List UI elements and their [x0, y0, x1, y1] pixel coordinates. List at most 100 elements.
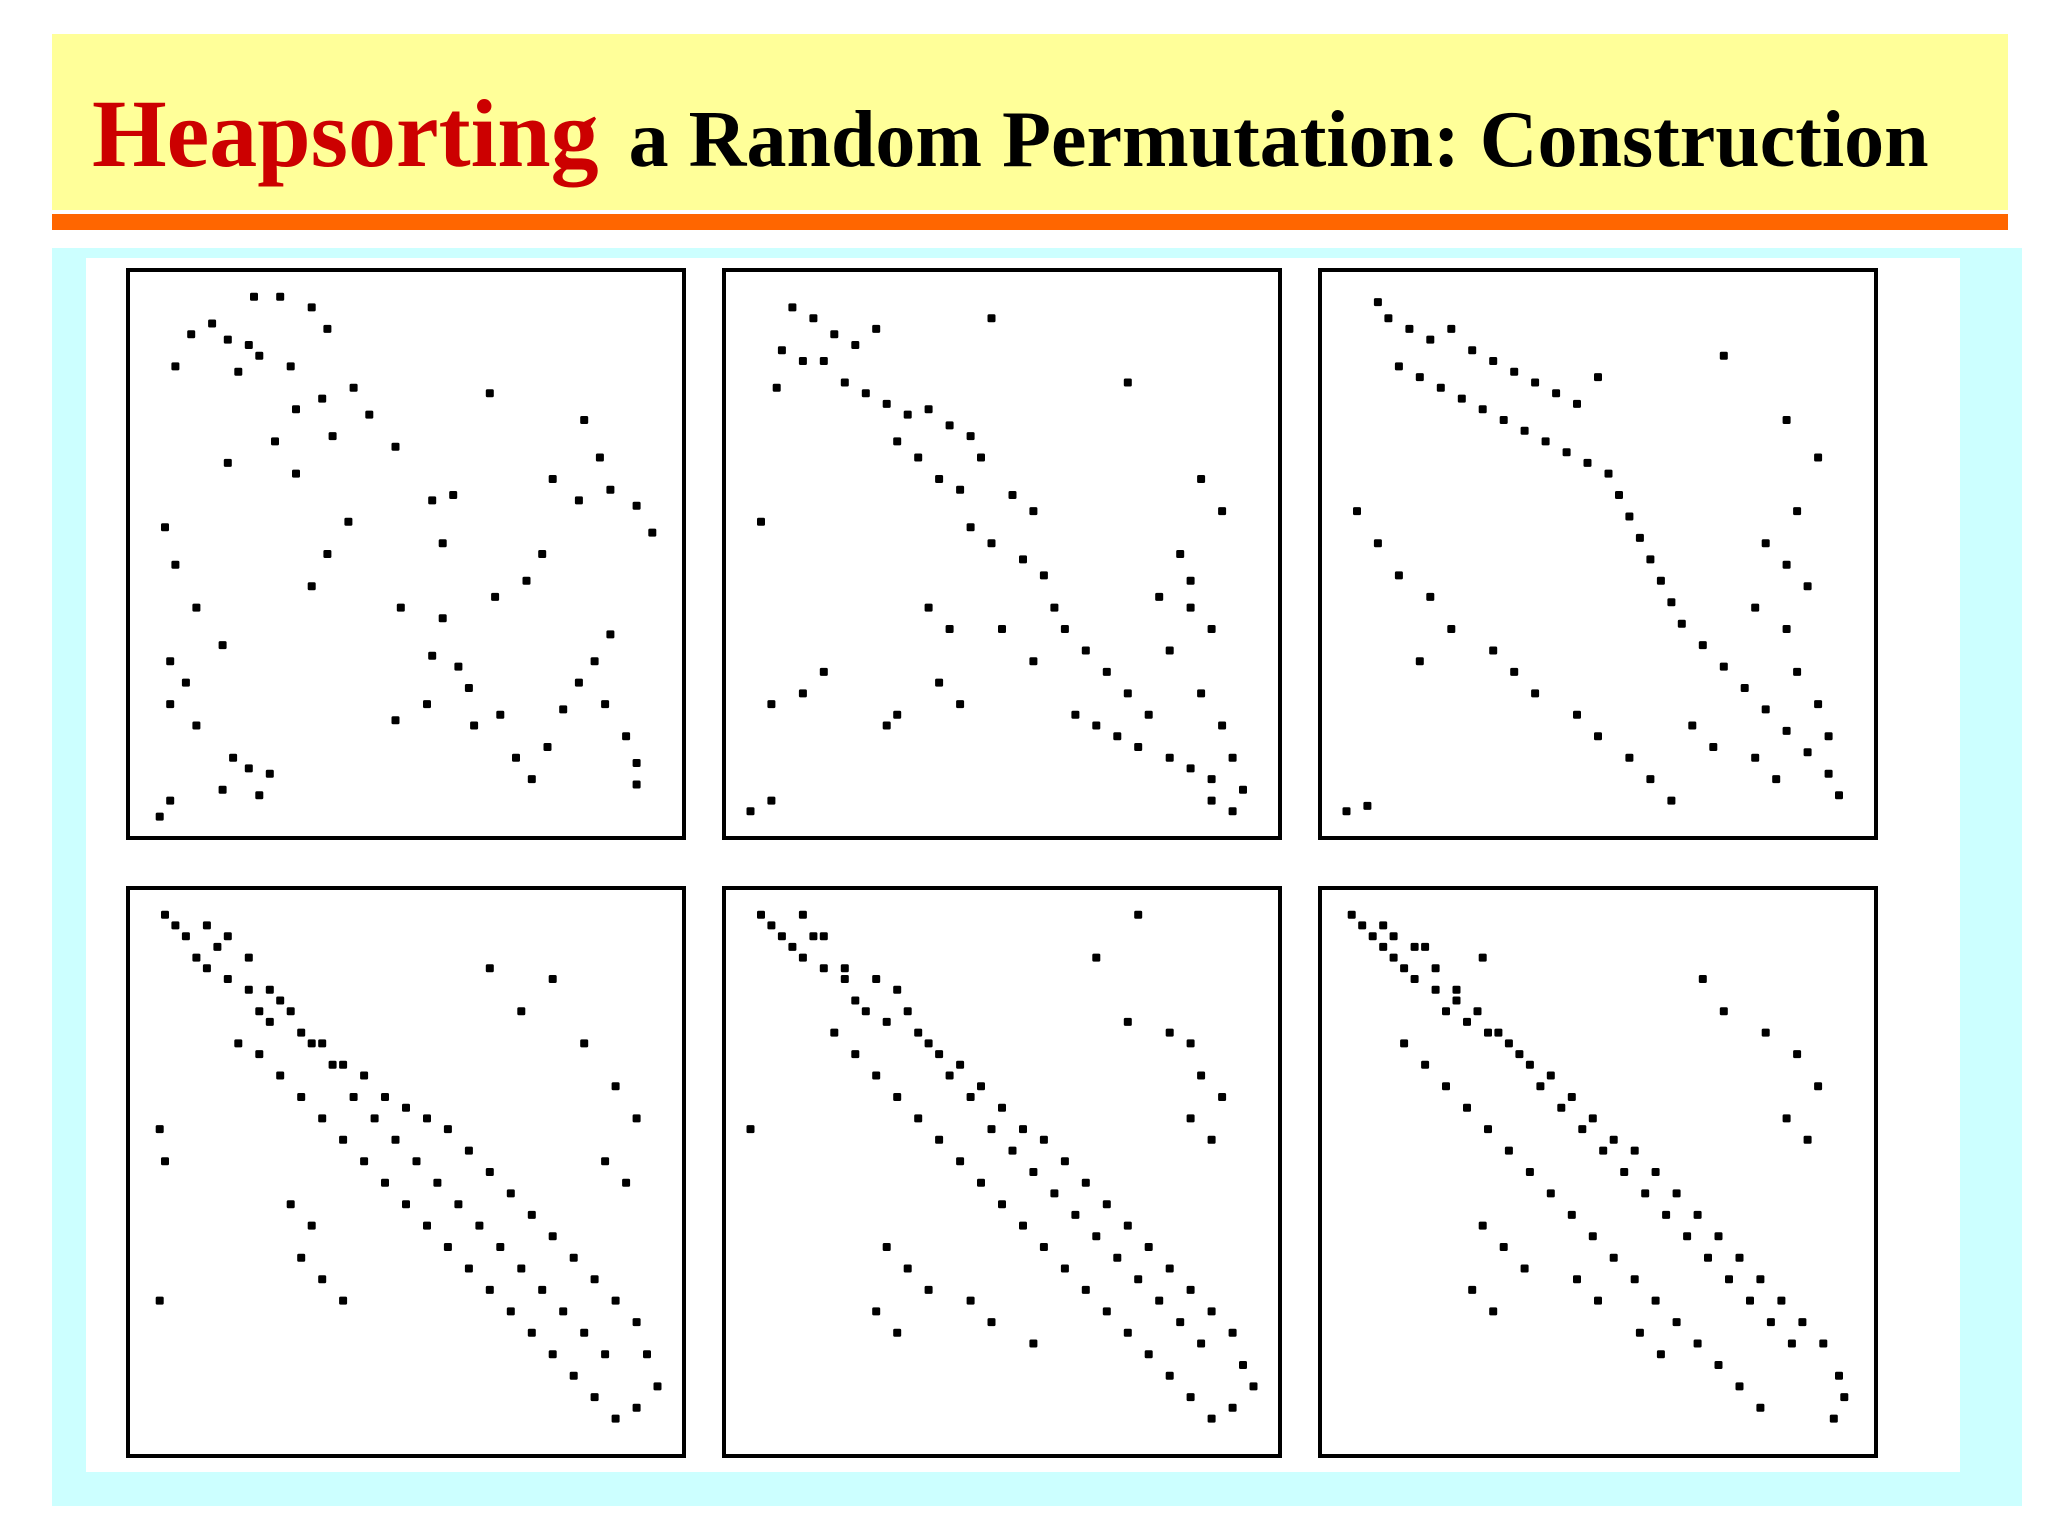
scatter-point: [339, 1135, 348, 1144]
scatter-point: [234, 367, 243, 376]
scatter-point: [1740, 684, 1749, 692]
scatter-point: [1008, 491, 1017, 499]
scatter-point: [622, 1178, 631, 1187]
scatter-point: [1144, 1350, 1153, 1359]
scatter-point: [1207, 1307, 1216, 1316]
scatter-point: [757, 517, 765, 526]
scatter-point: [1625, 512, 1634, 521]
scatter-point: [297, 1093, 306, 1101]
scatter-point: [935, 1135, 944, 1144]
scatter-point: [956, 1157, 965, 1166]
scatter-point: [767, 700, 776, 709]
scatter-point: [777, 346, 786, 355]
scatter-point: [1667, 796, 1676, 805]
scatter-point: [1019, 1125, 1027, 1134]
scatter-point: [1379, 921, 1388, 930]
scatter-point: [286, 1200, 295, 1209]
scatter-point: [872, 975, 881, 983]
scatter-point: [977, 1082, 985, 1091]
scatter-point: [956, 1060, 965, 1069]
scatter-point: [1421, 942, 1430, 951]
scatter-point: [601, 1350, 610, 1359]
scatter-point: [506, 1307, 515, 1316]
scatter-point: [798, 357, 807, 365]
scatter-point: [601, 700, 610, 709]
scatter-point: [924, 603, 933, 612]
scatter-point: [449, 491, 458, 499]
scatter-point: [872, 1071, 881, 1080]
scatter-point: [1829, 1414, 1838, 1423]
scatter-point: [218, 641, 227, 650]
scatter-point: [893, 1093, 902, 1101]
scatter-point: [496, 1243, 505, 1251]
scatter-point: [1165, 1371, 1174, 1380]
scatter-point: [1484, 1028, 1492, 1037]
scatter-point: [1688, 721, 1697, 730]
scatter-point: [1144, 1243, 1153, 1251]
scatter-point: [1719, 351, 1728, 360]
scatter-point: [643, 1350, 651, 1359]
scatter-point: [998, 625, 1006, 633]
scatter-point: [527, 1328, 536, 1337]
scatter-point: [1039, 1135, 1048, 1144]
scatter-point: [1510, 667, 1519, 676]
scatter-point: [1186, 1039, 1195, 1048]
scatter-point: [851, 341, 860, 349]
scatter-point: [1578, 1125, 1587, 1134]
scatter-point: [381, 1093, 389, 1101]
scatter-point: [297, 1028, 306, 1037]
scatter-point: [1594, 1296, 1602, 1305]
scatter-point: [244, 953, 253, 962]
scatter-point: [1651, 1296, 1660, 1305]
scatter-point: [1594, 373, 1602, 382]
scatter-point: [1353, 507, 1361, 516]
scatter-point: [611, 1296, 620, 1305]
scatter-point: [1468, 1285, 1477, 1294]
scatter-point: [1609, 1253, 1618, 1262]
scatter-point: [819, 932, 828, 941]
scatter-point: [1123, 1221, 1132, 1230]
scatter-point: [1410, 942, 1419, 951]
scatter-point: [1573, 710, 1581, 719]
scatter-point: [443, 1125, 452, 1134]
scatter-point: [1081, 1178, 1090, 1187]
scatter-point: [171, 560, 180, 569]
scatter-point: [851, 996, 860, 1005]
scatter-point: [538, 550, 547, 558]
scatter-point: [872, 1307, 881, 1316]
scatter-point: [924, 405, 933, 414]
scatter-point: [428, 496, 437, 505]
scatter-plot-5-canvas: [746, 910, 1258, 1423]
scatter-point: [538, 1285, 547, 1294]
scatter-point: [161, 523, 169, 532]
scatter-point: [1725, 1275, 1733, 1284]
scatter-point: [543, 743, 552, 751]
scatter-point: [1525, 1060, 1534, 1069]
scatter-point: [903, 410, 912, 419]
scatter-point: [1207, 1135, 1216, 1144]
scatter-point: [349, 383, 358, 392]
scatter-point: [1735, 1382, 1744, 1391]
scatter-point: [213, 942, 222, 951]
scatter-point: [517, 1007, 526, 1016]
scatter-point: [1039, 1243, 1048, 1251]
scatter-point: [1641, 1189, 1650, 1198]
scatter-point: [1050, 1189, 1059, 1198]
scatter-point: [428, 651, 437, 660]
scatter-point: [861, 1007, 870, 1016]
scatter-point: [1541, 437, 1550, 446]
scatter-point: [977, 1178, 985, 1187]
scatter-point: [496, 710, 505, 719]
scatter-point: [365, 410, 374, 419]
scatter-point: [1186, 1393, 1195, 1402]
scatter-point: [746, 1125, 755, 1134]
scatter-point: [632, 1318, 641, 1327]
scatter-point: [1814, 700, 1823, 709]
scatter-point: [1698, 641, 1707, 650]
scatter-point: [464, 1264, 473, 1273]
scatter-point: [202, 964, 211, 973]
scatter-point: [307, 303, 316, 312]
scatter-point: [1520, 426, 1529, 435]
scatter-point: [924, 1285, 933, 1294]
scatter-point: [1463, 1017, 1471, 1026]
